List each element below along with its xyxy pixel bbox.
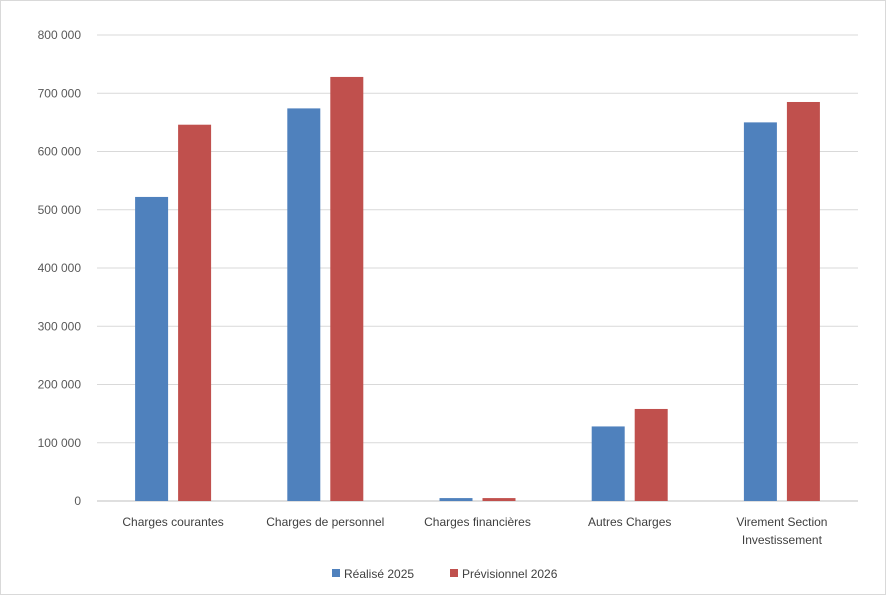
x-category-label: Virement Section (736, 515, 827, 529)
y-tick-label: 0 (74, 494, 81, 508)
bar-realise-2025 (743, 122, 777, 501)
y-tick-label: 100 000 (38, 436, 82, 450)
bar-previsionnel-2026 (330, 76, 364, 501)
bar-realise-2025 (287, 108, 321, 502)
x-category-label: Autres Charges (588, 515, 671, 529)
bar-realise-2025 (591, 426, 625, 501)
bar-realise-2025 (439, 498, 473, 501)
bar-previsionnel-2026 (634, 408, 668, 501)
x-category-label: Investissement (742, 533, 823, 547)
y-tick-label: 300 000 (38, 319, 82, 333)
x-category-label: Charges courantes (122, 515, 223, 529)
legend-label: Prévisionnel 2026 (462, 567, 558, 581)
bar-previsionnel-2026 (482, 498, 516, 501)
bar-previsionnel-2026 (786, 101, 820, 502)
y-tick-label: 500 000 (38, 203, 82, 217)
x-category-label: Charges financières (424, 515, 531, 529)
bar-previsionnel-2026 (178, 124, 212, 501)
y-tick-label: 600 000 (38, 145, 82, 159)
y-tick-label: 400 000 (38, 261, 82, 275)
bar-realise-2025 (135, 196, 169, 501)
y-tick-label: 700 000 (38, 86, 82, 100)
x-category-label: Charges de personnel (266, 515, 384, 529)
legend-swatch-realise-2025 (332, 569, 340, 577)
legend-swatch-previsionnel-2026 (450, 569, 458, 577)
y-tick-label: 800 000 (38, 28, 82, 42)
legend-label: Réalisé 2025 (344, 567, 414, 581)
y-tick-label: 200 000 (38, 378, 82, 392)
